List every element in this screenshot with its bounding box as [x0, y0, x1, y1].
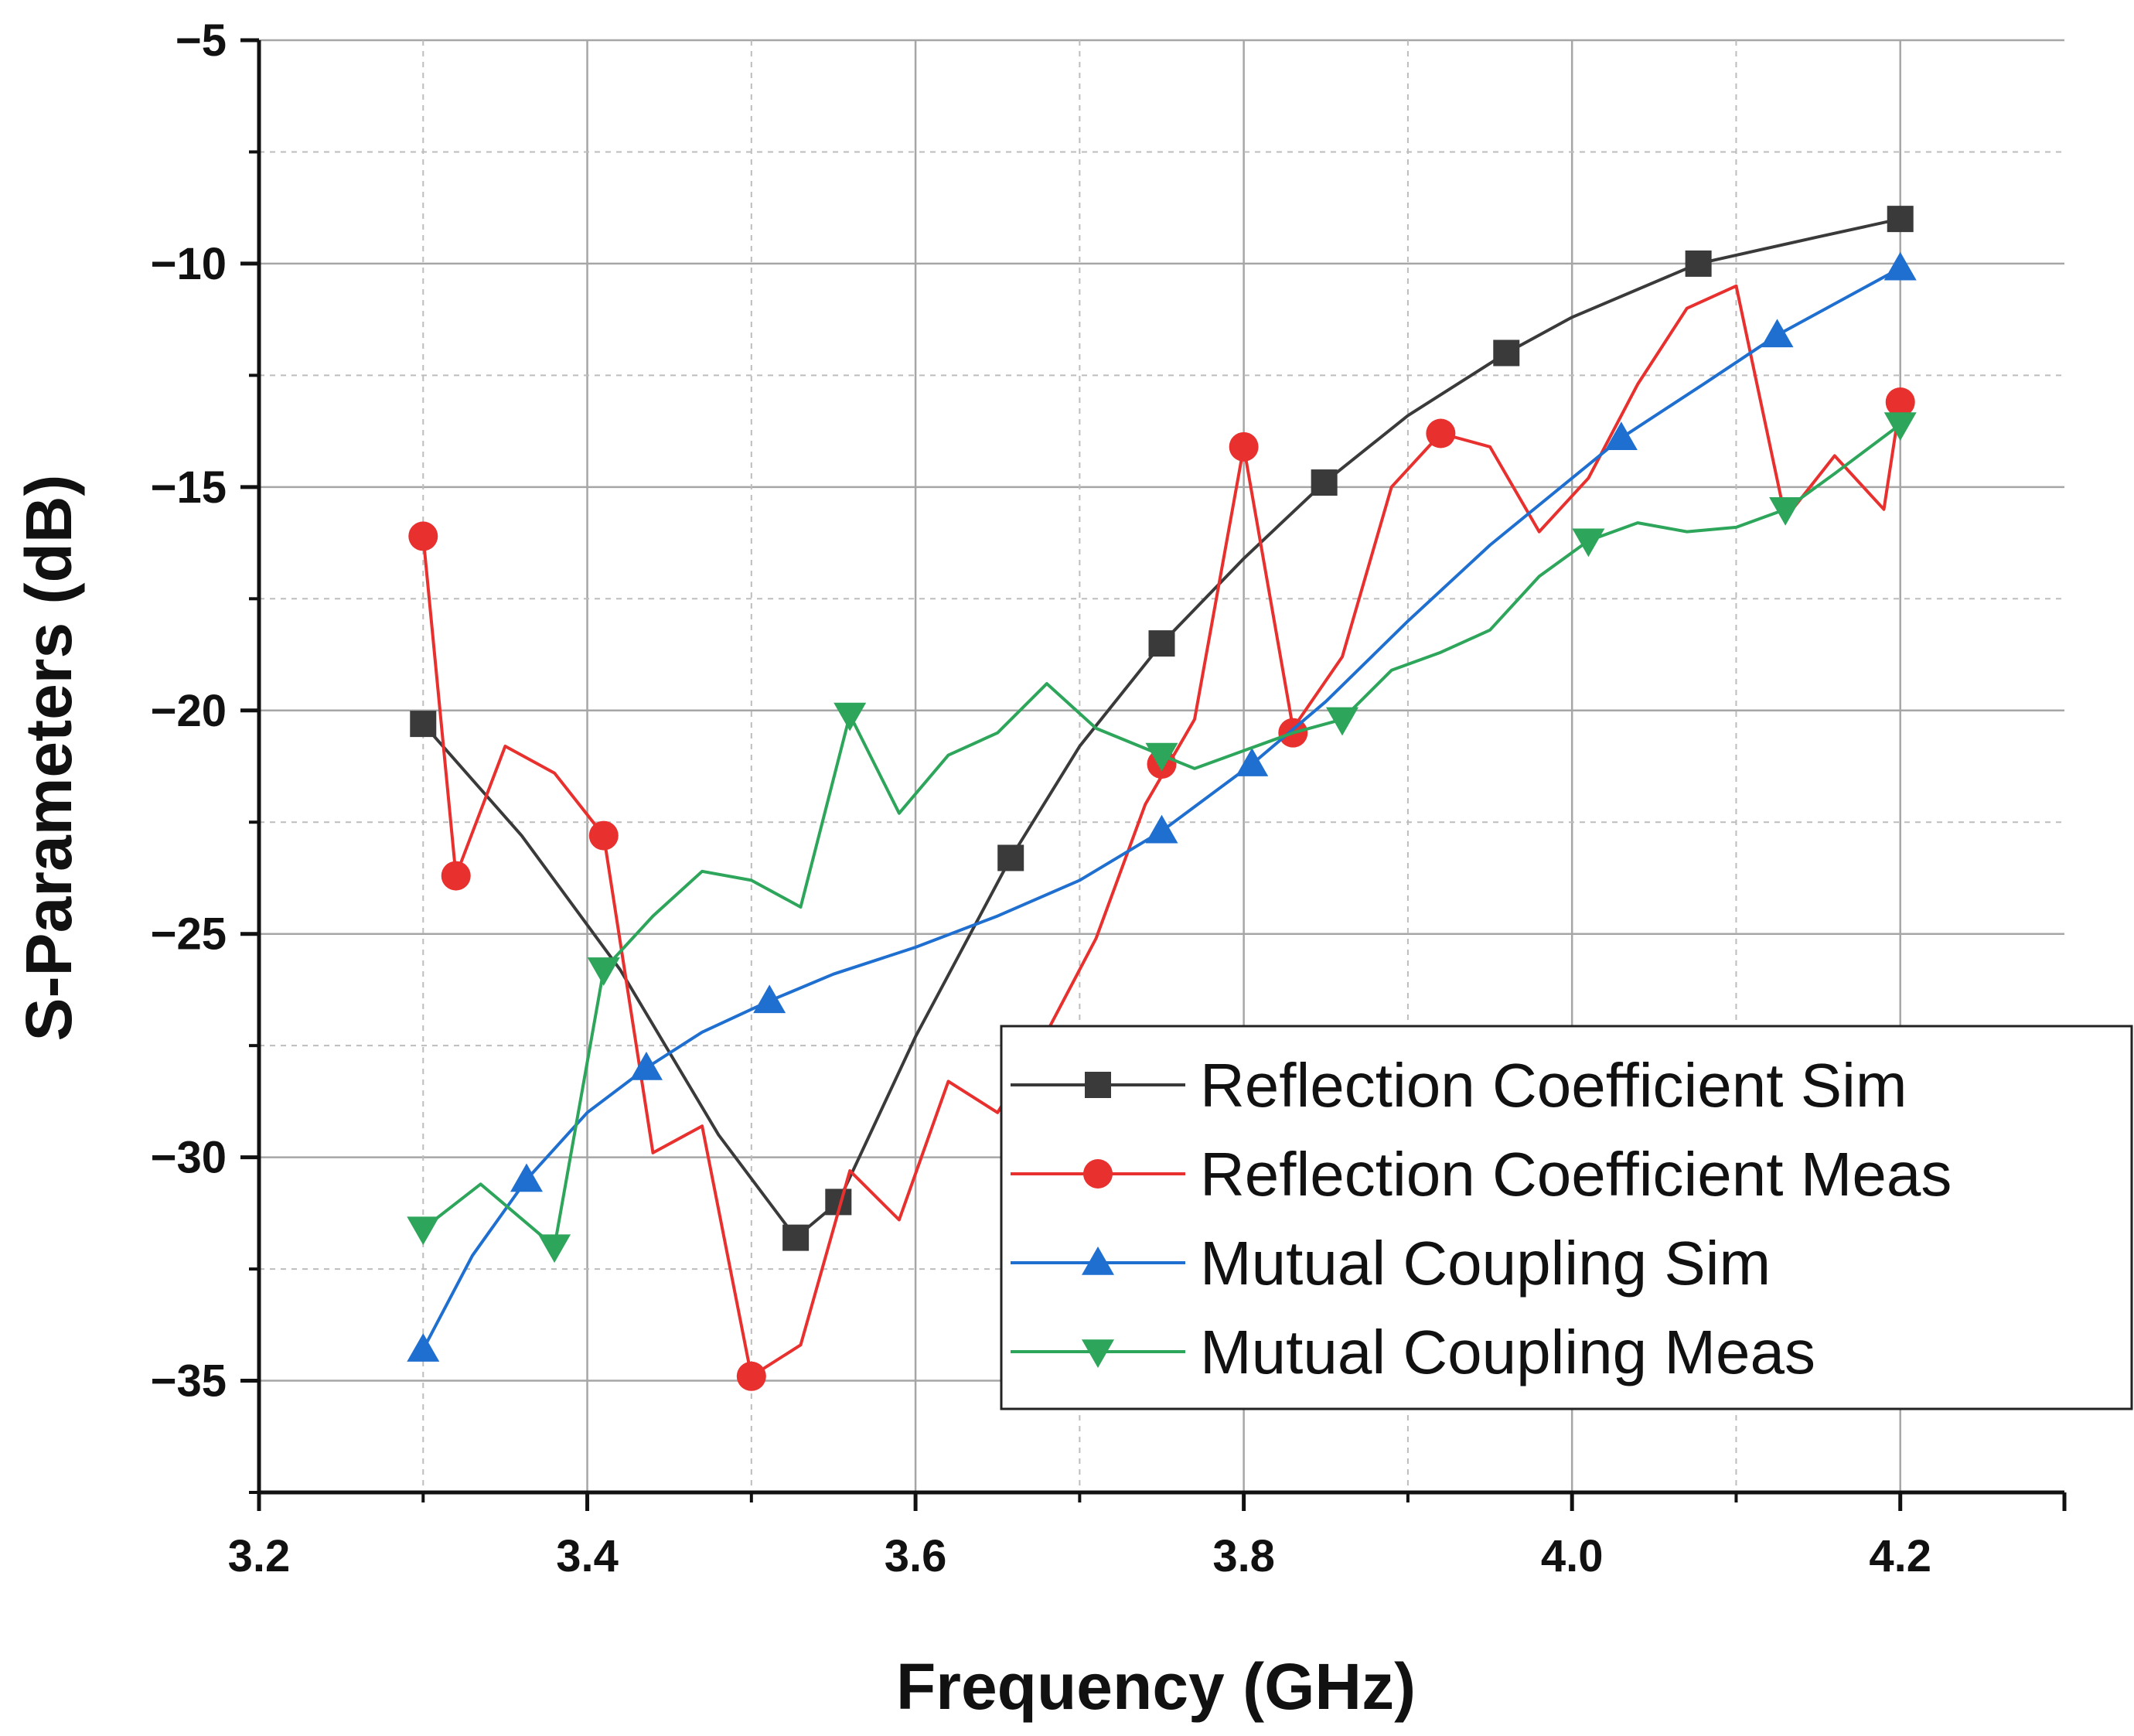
- data-point-reflection-coefficient-sim: [997, 844, 1024, 871]
- data-point-reflection-coefficient-sim: [1311, 469, 1338, 496]
- data-point-mutual-coupling-sim: [1604, 421, 1638, 451]
- data-point-mutual-coupling-sim: [753, 984, 786, 1014]
- legend-marker-mutual-coupling-sim: [1082, 1247, 1114, 1275]
- data-point-mutual-coupling-meas: [1883, 412, 1917, 441]
- y-tick-label: −10: [151, 239, 227, 289]
- data-point-mutual-coupling-meas: [407, 1216, 440, 1246]
- legend-marker-mutual-coupling-meas: [1082, 1339, 1114, 1368]
- y-tick-label: −30: [151, 1133, 227, 1183]
- legend-box: [1000, 1025, 2133, 1410]
- axes-layer: 3.2 3.4 3.6 3.8 4.0 4.2 −35 −30 −25 −20 −15 −10 −5: [151, 15, 2067, 1581]
- x-tick-label: 3.8: [1212, 1531, 1275, 1581]
- x-tick-label: 4.0: [1541, 1531, 1604, 1581]
- data-point-mutual-coupling-sim: [510, 1163, 544, 1192]
- data-point-mutual-coupling-sim: [1145, 814, 1178, 844]
- x-tick-label: 3.6: [885, 1531, 947, 1581]
- data-point-reflection-coefficient-sim: [1685, 250, 1712, 277]
- data-point-reflection-coefficient-meas: [1229, 431, 1259, 462]
- data-point-reflection-coefficient-sim: [1148, 630, 1175, 657]
- y-tick-label: −5: [176, 15, 227, 66]
- data-point-mutual-coupling-meas: [1769, 496, 1802, 526]
- data-point-reflection-coefficient-meas: [1885, 387, 1915, 418]
- legend-label-mutual-coupling-sim: Mutual Coupling Sim: [1200, 1229, 1771, 1298]
- y-tick-label: −35: [151, 1356, 227, 1407]
- legend-marker-reflection-coefficient-sim: [1085, 1072, 1111, 1098]
- y-tick-label: −25: [151, 909, 227, 960]
- data-point-reflection-coefficient-sim: [1493, 339, 1520, 367]
- data-point-reflection-coefficient-meas: [736, 1361, 766, 1391]
- data-point-reflection-coefficient-sim: [782, 1224, 810, 1251]
- data-point-reflection-coefficient-meas: [1426, 418, 1456, 448]
- legend-label-mutual-coupling-meas: Mutual Coupling Meas: [1200, 1318, 1815, 1386]
- data-point-mutual-coupling-sim: [1883, 251, 1917, 281]
- data-point-mutual-coupling-meas: [1145, 742, 1178, 772]
- data-point-reflection-coefficient-meas: [408, 521, 438, 551]
- y-axis-title: S-Parameters (dB): [12, 475, 85, 1042]
- y-tick-label: −15: [151, 462, 227, 513]
- data-point-mutual-coupling-meas: [1572, 528, 1605, 558]
- data-point-mutual-coupling-meas: [587, 957, 620, 986]
- legend: Reflection Coefficient Sim Reflection Coe…: [1000, 1025, 2133, 1410]
- x-tick-label: 3.4: [556, 1531, 619, 1581]
- series-layer: [407, 206, 1917, 1391]
- y-tick-label: −20: [151, 686, 227, 736]
- legend-label-reflection-coefficient-meas: Reflection Coefficient Meas: [1200, 1140, 1952, 1209]
- x-tick-label: 4.2: [1869, 1531, 1931, 1581]
- data-point-mutual-coupling-meas: [1326, 707, 1358, 736]
- data-point-mutual-coupling-sim: [629, 1052, 663, 1080]
- data-point-mutual-coupling-sim: [407, 1333, 440, 1362]
- x-tick-label: 3.2: [228, 1531, 291, 1581]
- data-point-reflection-coefficient-meas: [588, 820, 619, 851]
- data-point-reflection-coefficient-meas: [441, 861, 471, 891]
- data-point-mutual-coupling-meas: [538, 1234, 571, 1264]
- series-line-mutual-coupling-meas: [422, 423, 1901, 1249]
- data-point-mutual-coupling-sim: [1236, 748, 1269, 776]
- series-line-reflection-coefficient-sim: [421, 217, 1901, 1240]
- series-line-mutual-coupling-sim: [421, 266, 1901, 1351]
- legend-marker-reflection-coefficient-meas: [1083, 1159, 1113, 1189]
- data-point-reflection-coefficient-sim: [410, 711, 437, 738]
- legend-label-reflection-coefficient-sim: Reflection Coefficient Sim: [1200, 1051, 1907, 1120]
- data-point-mutual-coupling-sim: [1761, 319, 1794, 348]
- data-point-mutual-coupling-meas: [833, 702, 867, 732]
- data-point-reflection-coefficient-sim: [1887, 206, 1914, 233]
- x-axis-title: Frequency (GHz): [896, 1650, 1416, 1723]
